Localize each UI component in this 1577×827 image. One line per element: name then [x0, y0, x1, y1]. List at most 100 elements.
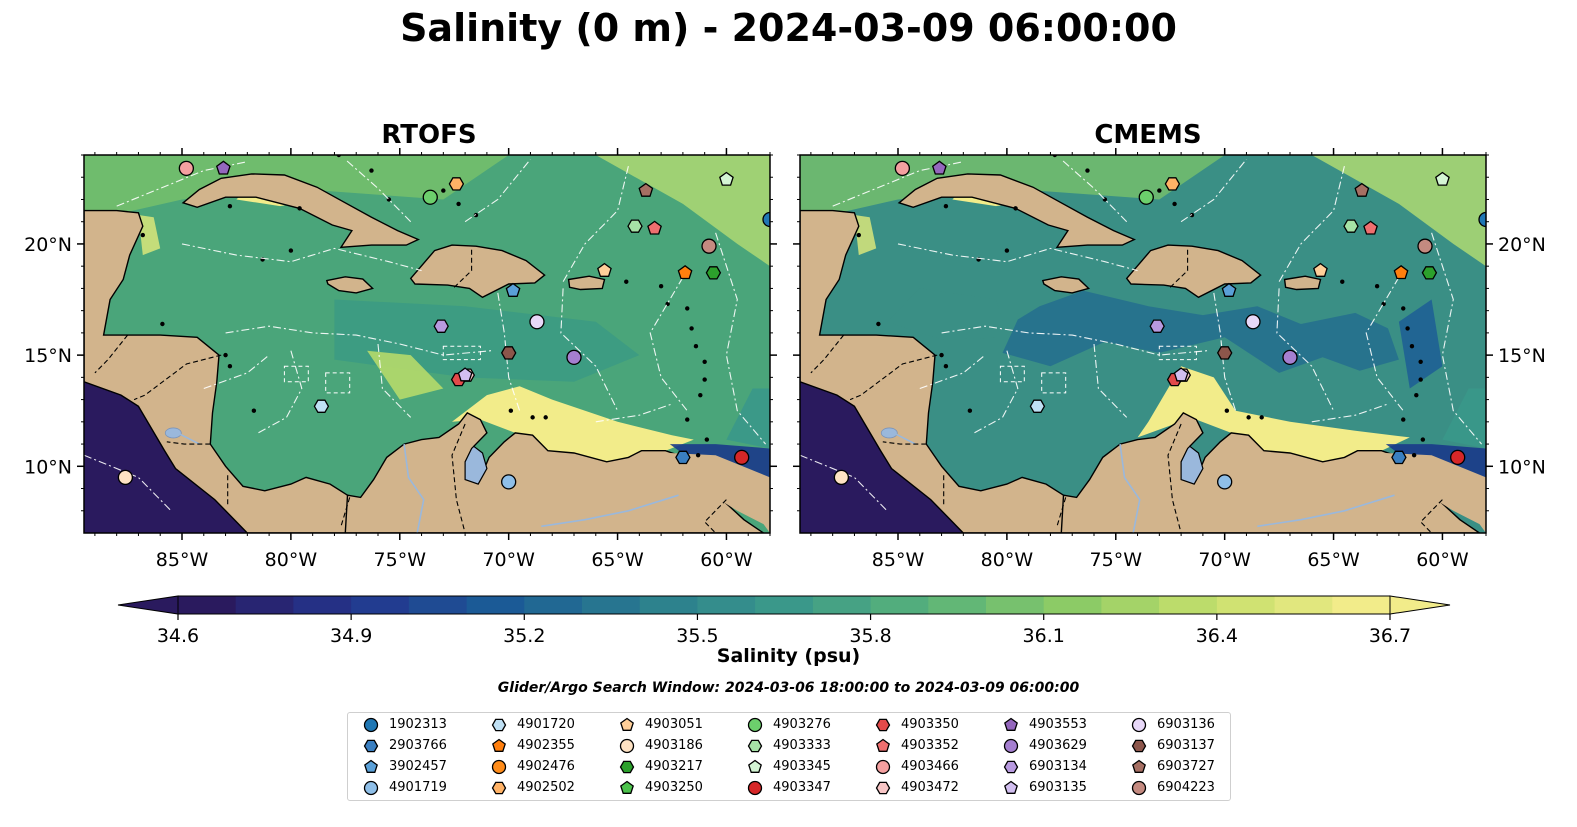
legend-label: 2903766 — [389, 738, 447, 753]
colorbar-tick-label: 36.1 — [1023, 625, 1065, 647]
search-window-text: Glider/Argo Search Window: 2024-03-06 18… — [497, 680, 1080, 696]
colorbar-tick-label: 35.5 — [676, 625, 718, 647]
legend-item: 3902457 — [362, 756, 447, 777]
marker-6903727 — [638, 182, 654, 197]
legend-label: 4901720 — [517, 717, 575, 732]
legend-marker-icon — [1003, 760, 1019, 773]
legend-label: 4903553 — [1029, 717, 1087, 732]
land — [897, 173, 1137, 249]
legend-marker-4903051 — [620, 717, 634, 731]
map-panel-rtofs: 85°W 80°W 75°W 70°W 65°W 60°W 10°N 15°N 20°N — [24, 126, 777, 571]
marker-4901720 — [313, 399, 330, 413]
legend-marker-icon — [1131, 780, 1147, 795]
legend-label: 4903051 — [645, 717, 703, 732]
legend-marker-icon — [491, 781, 507, 794]
legend-marker-icon — [747, 780, 763, 795]
legend-marker-6903136 — [1131, 717, 1147, 732]
legend-marker-4901720 — [491, 718, 507, 731]
marker-6904223 — [1417, 238, 1433, 254]
legend-marker-4902476 — [491, 759, 507, 774]
marker-4903553 — [215, 160, 231, 175]
legend-item: 4903217 — [618, 756, 703, 777]
lat-tick-label: 20°N — [1498, 234, 1546, 256]
legend-label: 4902355 — [517, 738, 575, 753]
marker-4902502 — [1164, 177, 1181, 191]
marker-4903629 — [1282, 349, 1298, 365]
legend-item: 4903553 — [1002, 714, 1087, 735]
marker-1902313 — [762, 211, 770, 228]
marker-6903135 — [1173, 367, 1189, 382]
marker-4902355 — [677, 264, 693, 280]
legend-item: 6903134 — [1002, 756, 1087, 777]
legend-marker-icon — [363, 739, 379, 752]
colorbar-tick-label: 34.6 — [157, 625, 199, 647]
marker-6903137 — [1216, 346, 1233, 360]
legend-label: 4903347 — [773, 780, 831, 795]
legend-item: 4903186 — [618, 735, 703, 756]
legend-marker-icon — [1131, 717, 1147, 732]
legend-marker-2903766 — [363, 739, 379, 752]
lon-tick-label: 85°W — [872, 549, 925, 571]
legend-item: 6903137 — [1130, 735, 1215, 756]
legend-marker-4903553 — [1004, 717, 1018, 731]
legend-item: 6904223 — [1130, 777, 1215, 798]
legend-marker-4903276 — [747, 717, 763, 732]
lat-tick-label: 20°N — [24, 234, 72, 256]
legend-marker-icon — [620, 780, 634, 794]
lon-tick-label: 80°W — [265, 549, 318, 571]
marker-6903135 — [457, 367, 473, 382]
legend-marker-icon — [363, 780, 379, 795]
marker-6903137 — [500, 346, 517, 360]
lat-tick-label: 10°N — [24, 456, 72, 478]
legend-marker-4903186 — [619, 738, 635, 753]
legend-marker-4903472 — [875, 781, 891, 794]
lon-tick-label: 70°W — [1198, 549, 1251, 571]
legend-label: 4903352 — [901, 738, 959, 753]
marker-4903345 — [719, 171, 734, 186]
land — [1125, 244, 1262, 299]
legend-marker-icon — [875, 781, 891, 794]
marker-4902355 — [1393, 264, 1409, 280]
marker-4903250 — [1109, 126, 1122, 139]
marker-4902476 — [240, 126, 254, 140]
legend-item: 4903472 — [874, 777, 959, 798]
marker-4903276 — [1138, 189, 1154, 205]
marker-4903186 — [833, 469, 850, 486]
marker-4903051 — [597, 262, 612, 277]
land — [1283, 275, 1322, 291]
legend-item: 4903345 — [746, 756, 831, 777]
legend-label: 6903134 — [1029, 759, 1087, 774]
colorbar-label: Salinity (psu) — [716, 645, 861, 667]
legend-marker-4903629 — [1003, 738, 1019, 753]
legend-marker-6903135 — [1004, 780, 1018, 794]
legend-marker-icon — [1132, 759, 1146, 773]
legend-item: 4903466 — [874, 756, 959, 777]
colorbar-tick-label: 35.8 — [849, 625, 891, 647]
marker-3902457 — [1221, 282, 1237, 297]
lat-tick-label: 15°N — [1498, 345, 1546, 367]
legend-marker-4902355 — [492, 738, 506, 752]
marker-4901720 — [1029, 399, 1046, 413]
legend-label: 4903276 — [773, 717, 831, 732]
marker-4902502 — [448, 177, 465, 191]
legend-marker-1902313 — [363, 717, 379, 732]
marker-1902313 — [1478, 211, 1486, 228]
lon-tick-label: 75°W — [374, 549, 427, 571]
land — [567, 275, 606, 291]
map-panel-cmems: 85°W 80°W 75°W 70°W 65°W 60°W 10°N 15°N 20°N — [793, 126, 1546, 571]
marker-4903276 — [422, 189, 438, 205]
legend-marker-icon — [491, 759, 507, 774]
legend-label: 4903466 — [901, 759, 959, 774]
legend-label: 6903137 — [1157, 738, 1215, 753]
lake-maracaibo — [1180, 445, 1204, 485]
legend-marker-4903333 — [747, 739, 763, 752]
lat-tick-label: 10°N — [1498, 456, 1546, 478]
legend-marker-icon — [619, 738, 635, 753]
lon-tick-label: 85°W — [156, 549, 209, 571]
legend-marker-icon — [748, 759, 762, 773]
legend-item: 6903135 — [1002, 777, 1087, 798]
legend-label: 4903629 — [1029, 738, 1087, 753]
marker-2903766 — [1391, 450, 1407, 465]
legend-item: 4901719 — [362, 777, 447, 798]
